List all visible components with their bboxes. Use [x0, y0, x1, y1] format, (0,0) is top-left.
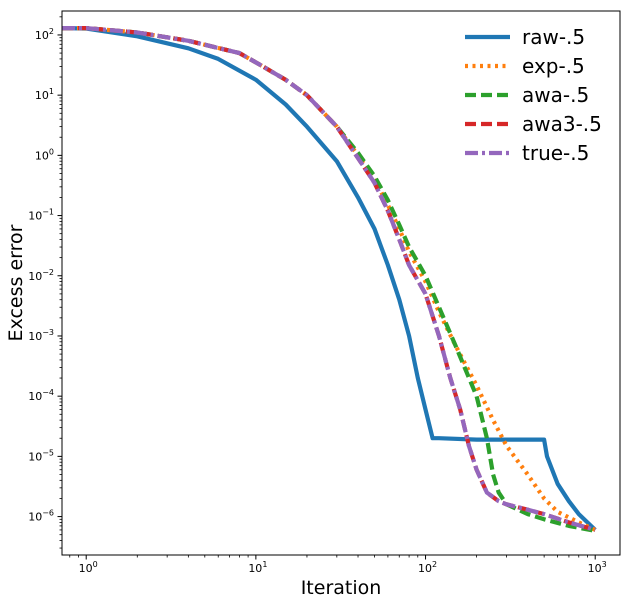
series-line-1 — [62, 26, 597, 532]
y-axis-label: Excess error — [5, 224, 27, 341]
y-tick-label: 101 — [35, 87, 54, 102]
series-line-0 — [61, 26, 597, 532]
x-tick-label: 101 — [248, 560, 267, 575]
legend-label: true-.5 — [522, 141, 589, 165]
y-tick-label: 100 — [35, 147, 54, 162]
legend: raw-.5 exp-.5 awa-.5 awa3-.5 true-.5 — [465, 25, 602, 165]
y-tick-label: 10−6 — [28, 509, 54, 524]
y-tick-label: 10−5 — [28, 448, 54, 463]
legend-label: raw-.5 — [522, 25, 585, 49]
y-tick-label: 10−3 — [28, 328, 54, 343]
series-line-4 — [62, 26, 596, 532]
x-tick-label: 103 — [588, 560, 607, 575]
x-tick-label: 100 — [79, 560, 98, 575]
y-tick-label: 10−1 — [28, 208, 54, 223]
legend-label: exp-.5 — [522, 54, 585, 78]
x-tick-label: 102 — [418, 560, 437, 575]
legend-label: awa3-.5 — [522, 112, 602, 136]
plot-frame — [61, 10, 621, 556]
x-axis-label: Iteration — [301, 577, 382, 599]
ticks-layer: 100 101 102 103 10−6 10−5 10−4 10−3 10−2 10−1 100 1… — [28, 16, 607, 575]
y-tick-label: 10−2 — [28, 268, 54, 283]
series-layer — [61, 26, 597, 533]
y-tick-label: 10−4 — [28, 388, 54, 403]
legend-label: awa-.5 — [522, 83, 589, 107]
y-tick-label: 102 — [35, 27, 54, 42]
